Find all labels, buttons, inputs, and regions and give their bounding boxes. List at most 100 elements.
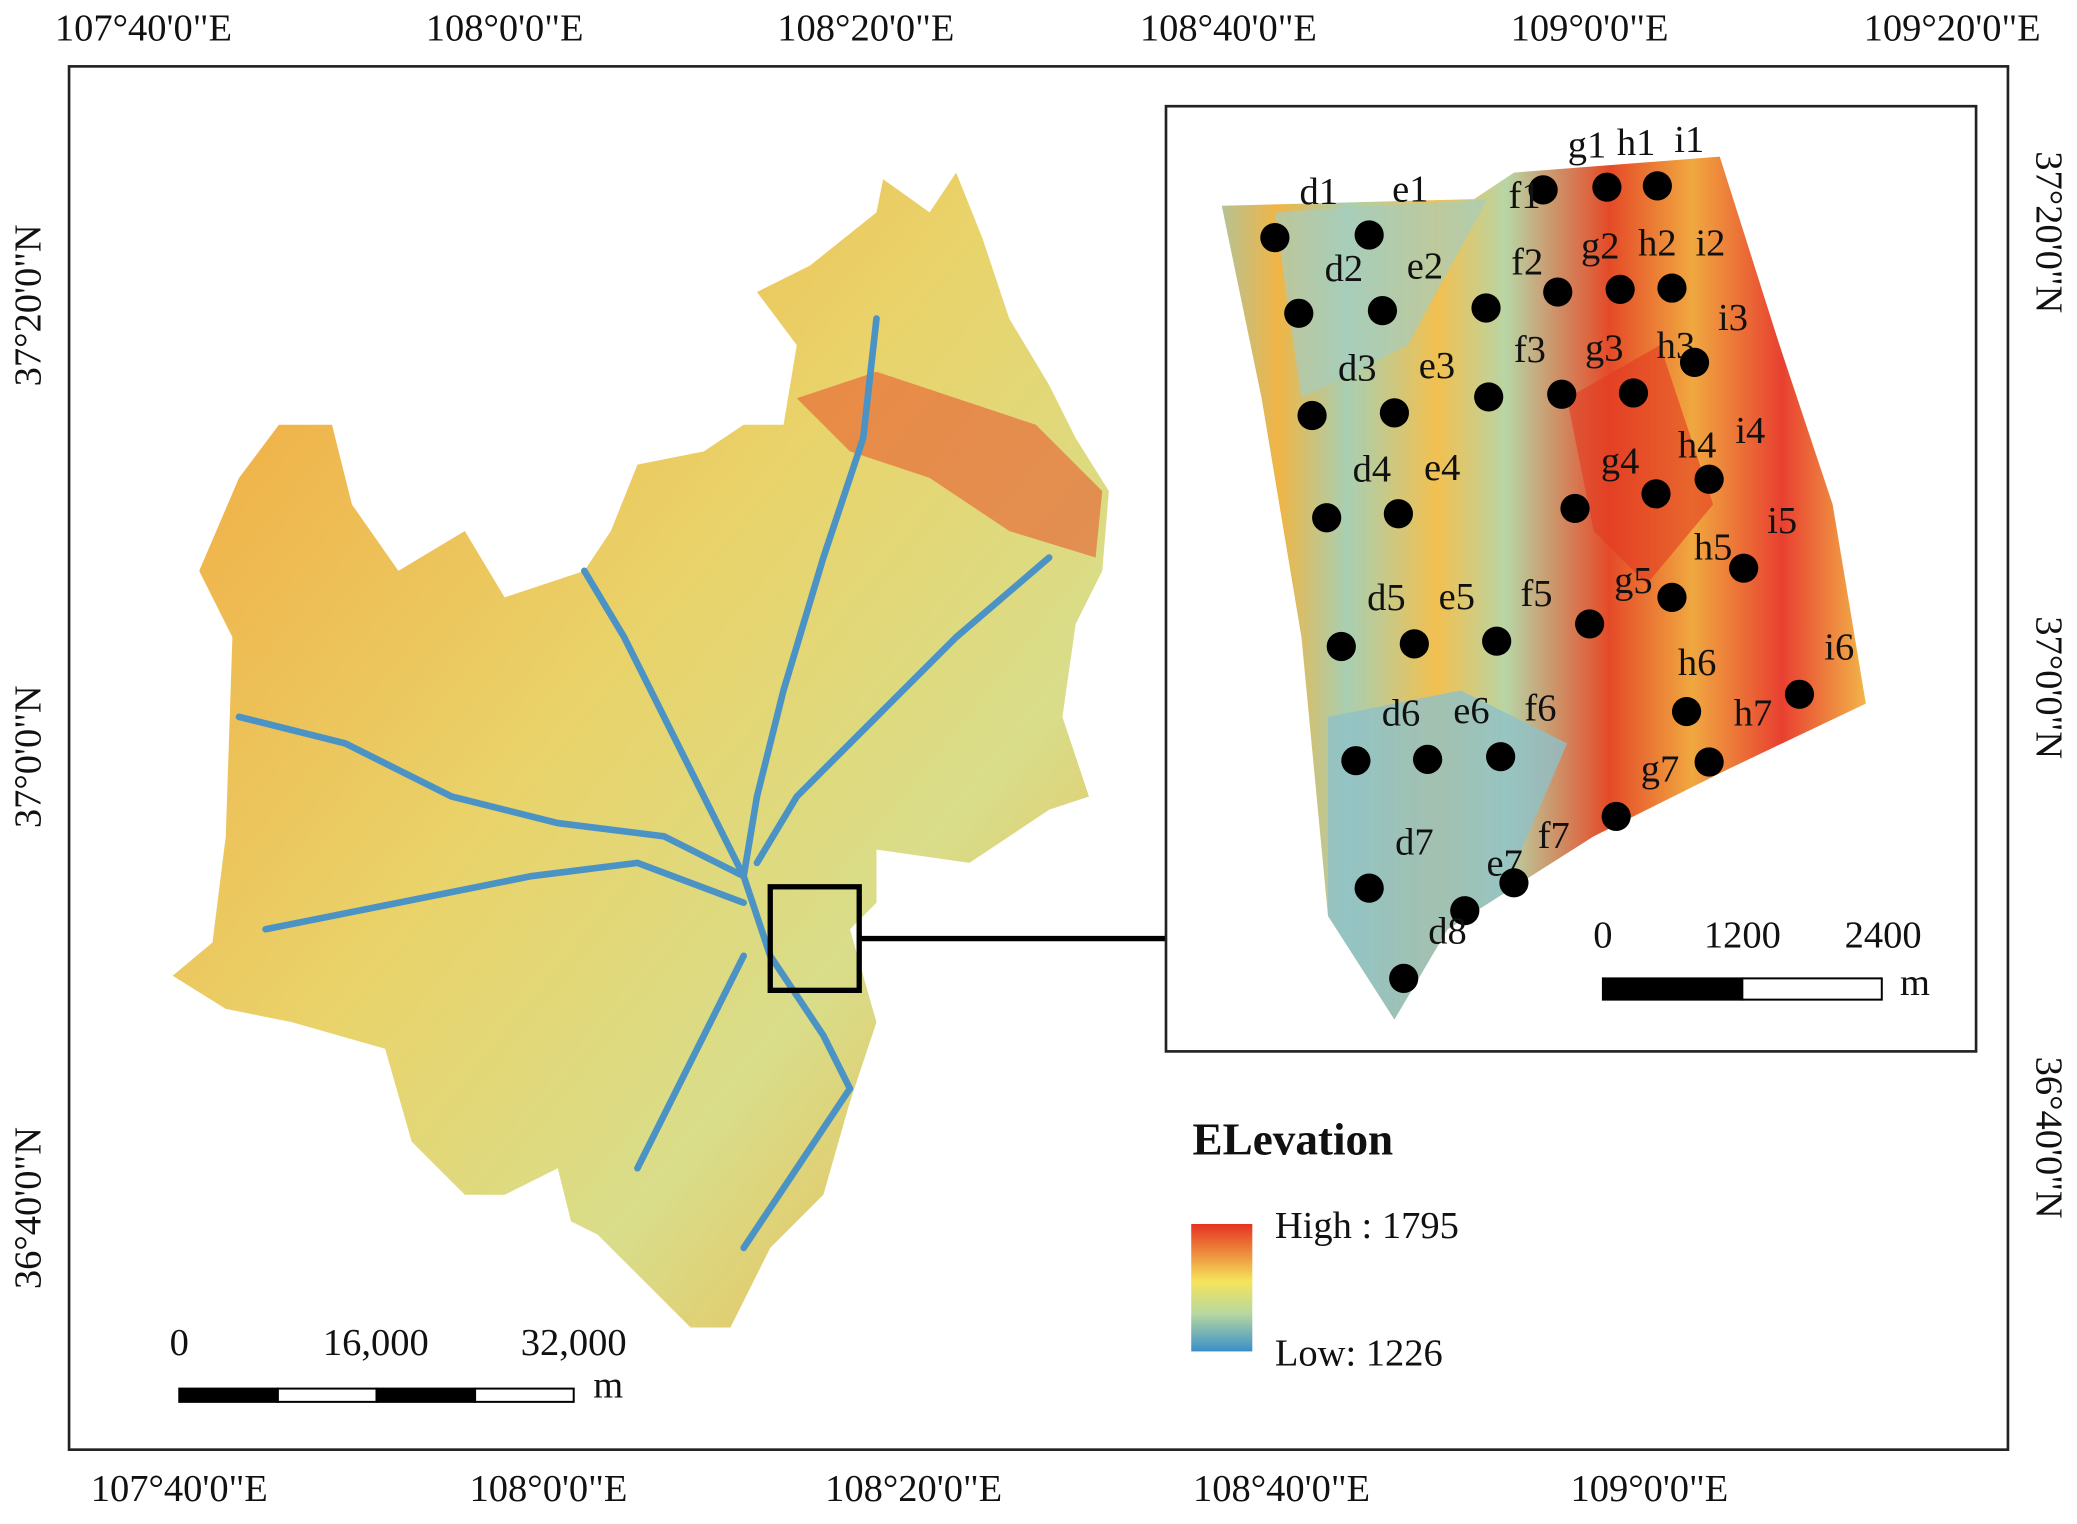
right-lat-label: 37°20'0"N — [2027, 151, 2069, 313]
sample-label: d4 — [1353, 448, 1392, 490]
sample-dot — [1284, 298, 1314, 328]
sample-dot — [1486, 742, 1516, 772]
sample-label: h4 — [1678, 425, 1717, 467]
scale-label: 16,000 — [323, 1322, 429, 1364]
sample-label: d7 — [1395, 821, 1434, 863]
top-lon-label: 107°40'0"E — [55, 8, 232, 50]
sample-label: d8 — [1428, 910, 1467, 952]
scale-segment — [474, 1387, 575, 1403]
inset-scale-label: 0 — [1593, 914, 1612, 956]
sample-dot — [1528, 175, 1558, 205]
sample-label: e5 — [1439, 576, 1475, 618]
sample-dot — [1412, 744, 1443, 774]
legend-ramp — [1191, 1223, 1253, 1352]
sample-dot — [1694, 464, 1724, 494]
sample-label: e2 — [1407, 245, 1443, 287]
sample-label: f6 — [1524, 687, 1556, 729]
sample-label: e4 — [1424, 447, 1460, 489]
sample-label: g2 — [1581, 225, 1620, 267]
inset-scale-label: 2400 — [1845, 914, 1922, 956]
sample-dot — [1657, 582, 1687, 612]
sample-label: f7 — [1538, 815, 1570, 857]
sample-dot — [1354, 220, 1384, 250]
sample-dot — [1729, 553, 1759, 583]
sample-label: g3 — [1585, 328, 1624, 370]
sample-label: h1 — [1617, 122, 1656, 164]
sample-dot — [1784, 679, 1815, 709]
basin — [172, 172, 1109, 1328]
legend-high: High : 1795 — [1275, 1205, 1459, 1247]
sample-dot — [1297, 400, 1327, 431]
scale-label: 32,000 — [521, 1322, 627, 1364]
sample-dot — [1474, 382, 1504, 412]
river-network — [235, 315, 1053, 1252]
sample-label: i5 — [1767, 500, 1797, 542]
top-lon-label: 109°0'0"E — [1511, 8, 1669, 50]
sample-label: i3 — [1718, 297, 1748, 339]
sample-dot — [1383, 499, 1413, 529]
legend-low: Low: 1226 — [1275, 1333, 1443, 1375]
right-lat-label: 36°40'0"N — [2027, 1057, 2069, 1219]
sample-dot — [1671, 696, 1702, 727]
sample-label: d6 — [1382, 693, 1421, 735]
sample-label: d2 — [1325, 248, 1364, 290]
sample-label: g5 — [1614, 560, 1653, 602]
sample-dot — [1547, 379, 1577, 409]
sample-dot — [1260, 223, 1290, 253]
bottom-lon-label: 108°0'0"E — [470, 1468, 628, 1510]
sample-label: h2 — [1638, 223, 1677, 265]
sample-label: h7 — [1734, 693, 1773, 735]
sample-dot — [1560, 493, 1590, 524]
sample-dot — [1482, 626, 1512, 656]
sample-dot — [1694, 747, 1724, 777]
sample-label: f1 — [1509, 175, 1541, 217]
scale-segment — [178, 1387, 279, 1403]
sample-dot — [1605, 274, 1635, 305]
sample-label: h5 — [1694, 527, 1733, 569]
sample-label: e6 — [1453, 690, 1489, 732]
sample-dot — [1354, 873, 1384, 903]
left-lat-label: 37°20'0"N — [8, 224, 50, 386]
inset-scale-segment — [1601, 977, 1744, 1001]
sample-dot — [1379, 398, 1410, 428]
top-lon-label: 108°40'0"E — [1140, 8, 1317, 50]
sample-dot — [1575, 609, 1605, 639]
left-lat-label: 37°0'0"N — [8, 685, 50, 828]
sample-label: h6 — [1678, 642, 1717, 684]
sample-label: i1 — [1674, 119, 1704, 161]
sample-dot — [1389, 963, 1419, 993]
inset-scale-unit: m — [1900, 962, 1930, 1004]
bottom-lon-label: 108°40'0"E — [1193, 1468, 1370, 1510]
sample-label: d1 — [1299, 171, 1338, 213]
sample-dot — [1450, 896, 1480, 926]
sample-dot — [1471, 293, 1501, 323]
sample-dot — [1543, 277, 1573, 307]
left-lat-label: 36°40'0"N — [8, 1127, 50, 1289]
sample-dot — [1592, 172, 1622, 202]
right-lat-label: 37°0'0"N — [2027, 616, 2069, 759]
sample-dot — [1312, 503, 1342, 533]
sample-label: g4 — [1601, 440, 1640, 482]
top-lon-label: 108°20'0"E — [777, 8, 954, 50]
sample-label: i2 — [1695, 223, 1725, 265]
sample-dot — [1642, 171, 1672, 201]
sample-label: e1 — [1392, 168, 1428, 210]
sample-label: g7 — [1641, 748, 1680, 790]
inset-scale-label: 1200 — [1704, 914, 1781, 956]
sample-dot — [1657, 273, 1687, 303]
sample-label: e3 — [1419, 345, 1455, 387]
highland — [796, 371, 1103, 558]
scale-unit: m — [593, 1364, 623, 1406]
sample-dot — [1679, 347, 1710, 378]
sample-label: f3 — [1514, 329, 1546, 371]
sample-label: i6 — [1824, 626, 1854, 668]
bottom-lon-label: 107°40'0"E — [91, 1468, 268, 1510]
top-lon-label: 109°20'0"E — [1864, 8, 2041, 50]
bottom-lon-label: 108°20'0"E — [825, 1468, 1002, 1510]
sample-label: d5 — [1367, 577, 1406, 619]
sample-label: f2 — [1511, 241, 1543, 283]
sample-dot — [1618, 378, 1649, 408]
scale-segment — [276, 1387, 378, 1403]
